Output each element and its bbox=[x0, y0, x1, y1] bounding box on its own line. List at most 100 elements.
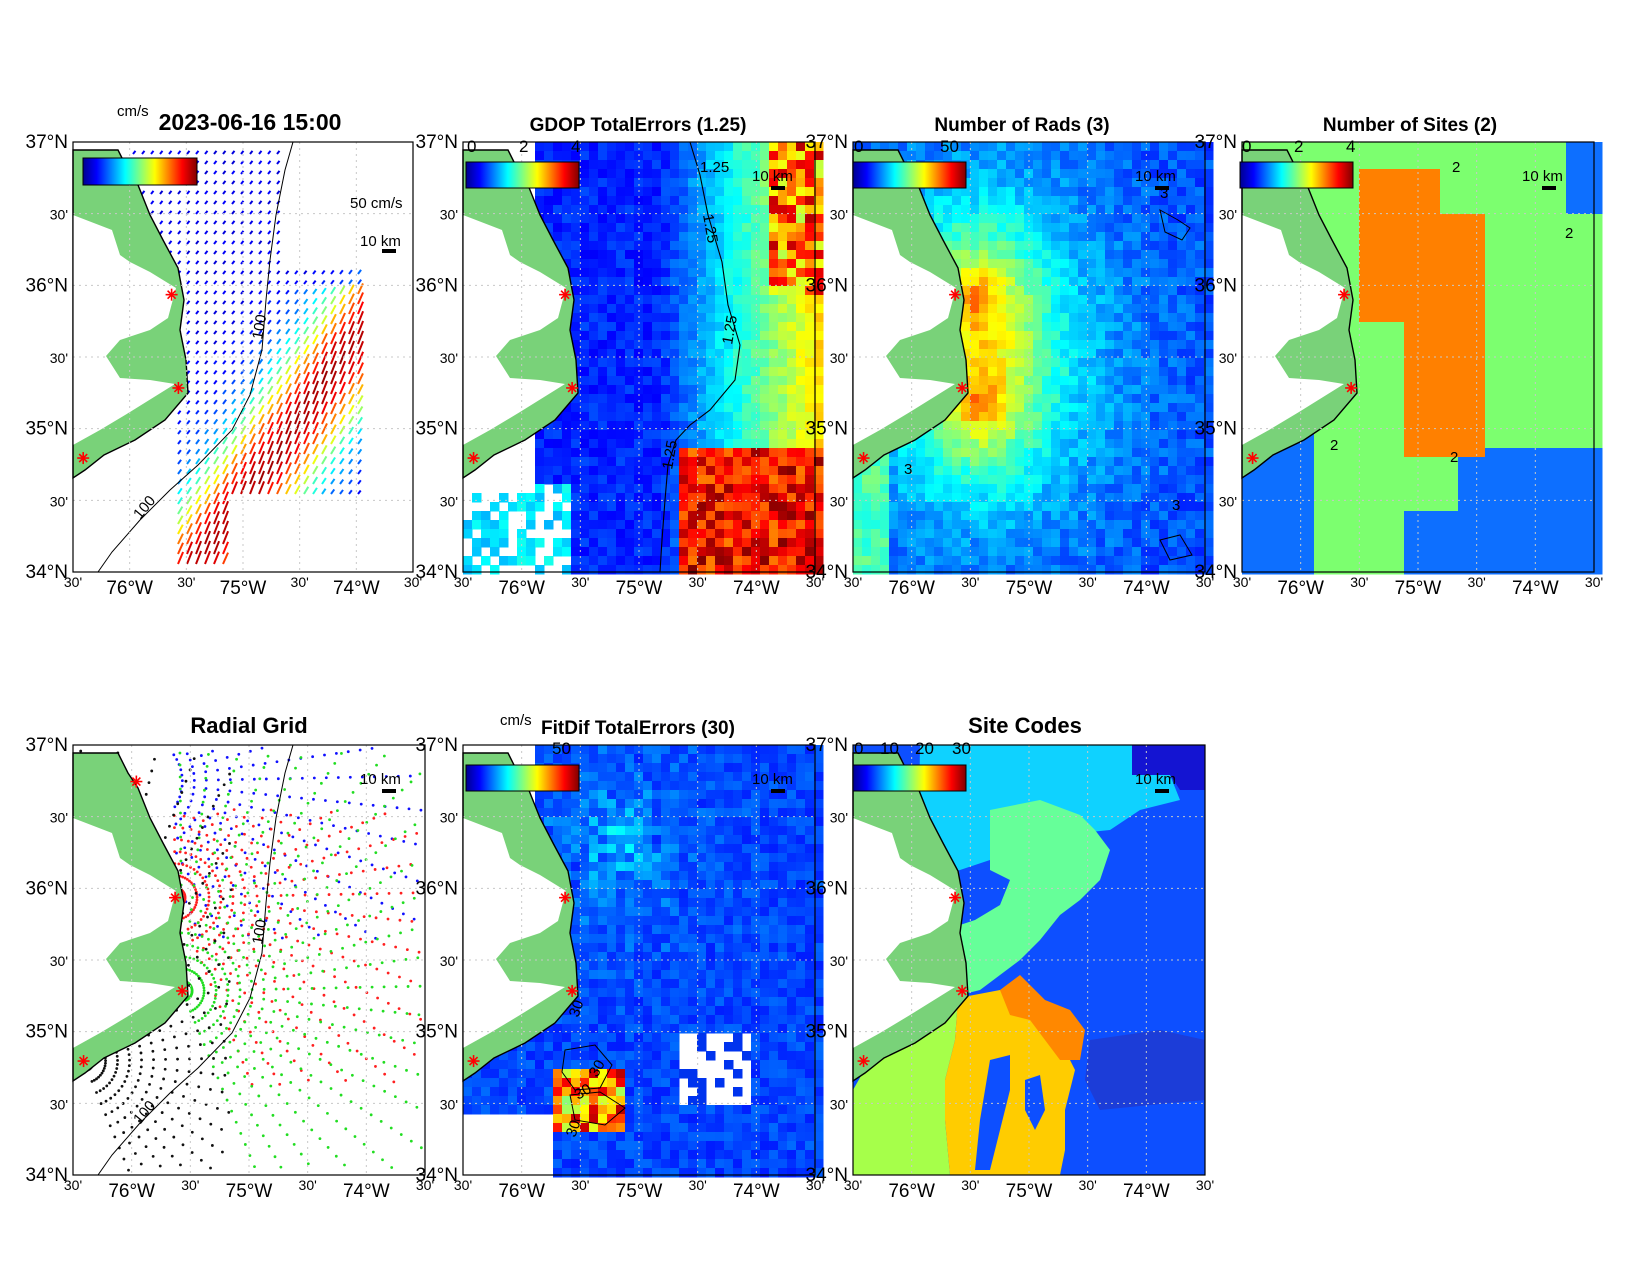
lat-tick-label: 30' bbox=[440, 207, 458, 223]
lat-tick-label: 36°N bbox=[26, 275, 68, 296]
colorbar-tick: 0 bbox=[854, 739, 863, 758]
lat-tick-label: 36°N bbox=[416, 878, 458, 899]
lon-tick-label: 75°W bbox=[616, 578, 663, 599]
colorbar-tick: 30 bbox=[952, 739, 971, 758]
lat-tick-label: 35°N bbox=[1195, 419, 1237, 440]
lat-tick-label: 30' bbox=[440, 810, 458, 826]
error-contour bbox=[569, 1091, 626, 1126]
lat-tick-label: 37°N bbox=[26, 132, 68, 153]
panel-title: FitDif TotalErrors (30) bbox=[541, 718, 735, 739]
lat-tick-label: 30' bbox=[440, 1096, 458, 1112]
lon-tick-label: 30' bbox=[961, 1177, 979, 1193]
panel-title: GDOP TotalErrors (1.25) bbox=[530, 115, 747, 136]
sound-water bbox=[463, 818, 566, 1048]
lat-tick-label: 35°N bbox=[416, 419, 458, 440]
contour-label: 2 bbox=[1330, 437, 1338, 454]
site-marker-icon bbox=[949, 288, 962, 301]
panel-title: Radial Grid bbox=[190, 713, 307, 738]
panel-gdop: 37°N30'36°N30'35°N30'34°N 30' 76°W 30' 75°W… bbox=[416, 115, 825, 599]
lon-tick-label: 30' bbox=[1196, 1177, 1214, 1193]
lon-tick-label: 76°W bbox=[108, 1181, 155, 1202]
colorbar-tick: 10 bbox=[880, 739, 899, 758]
sound-water bbox=[73, 818, 176, 1048]
lat-tick-label: 37°N bbox=[806, 735, 848, 756]
lon-tick-label: 30' bbox=[571, 1177, 589, 1193]
hf-radar-sites bbox=[857, 172, 969, 465]
lon-tick-label: 74°W bbox=[733, 578, 780, 599]
unit-label: cm/s bbox=[117, 103, 149, 120]
count-contour bbox=[1159, 209, 1191, 241]
graticule bbox=[463, 142, 815, 572]
isobath-label: 100 bbox=[249, 313, 270, 341]
colorbar bbox=[1239, 161, 1354, 189]
panel-nsites: 37°N30'36°N30'35°N30'34°N 30' 76°W 30' 75°W… bbox=[1195, 115, 1604, 599]
lat-tick-label: 35°N bbox=[26, 419, 68, 440]
lon-tick-label: 30' bbox=[454, 1177, 472, 1193]
colorbar-tick: 2 bbox=[1294, 137, 1303, 156]
site-marker-icon bbox=[1338, 288, 1351, 301]
isobath-100 bbox=[97, 141, 294, 573]
sound-water bbox=[853, 818, 956, 1048]
lon-tick-label: 75°W bbox=[1006, 578, 1053, 599]
scale-bar bbox=[1542, 186, 1556, 190]
lat-tick-label: 35°N bbox=[806, 1022, 848, 1043]
contour-label: 30 bbox=[572, 1080, 595, 1103]
lat-tick-label: 30' bbox=[50, 207, 68, 223]
panel-nrads: 37°N30'36°N30'35°N30'34°N 30' 76°W 30' 75°W… bbox=[806, 115, 1215, 599]
colorbar-tick: 2 bbox=[519, 137, 528, 156]
lon-tick-label: 75°W bbox=[616, 1181, 663, 1202]
contour-label: 2 bbox=[1452, 159, 1460, 176]
lon-tick-label: 30' bbox=[571, 574, 589, 590]
graticule bbox=[73, 142, 413, 572]
site-marker-icon bbox=[857, 452, 870, 465]
lon-tick-label: 30' bbox=[806, 574, 824, 590]
lat-tick-label: 34°N bbox=[26, 1165, 68, 1186]
colorbar bbox=[465, 764, 580, 792]
contour-label: 1.25 bbox=[699, 213, 721, 245]
lon-tick-labels: 30' 76°W 30' 75°W 30' 74°W 30' bbox=[64, 1177, 434, 1202]
lat-tick-labels: 37°N 30' 36°N 30' 35°N 30' 34°N bbox=[26, 735, 68, 1186]
count-contour bbox=[1159, 534, 1193, 561]
scale-bar-label: 10 km bbox=[1522, 168, 1563, 185]
contour-label: 30 bbox=[566, 998, 588, 1019]
site-marker-icon bbox=[176, 984, 189, 997]
lat-tick-label: 30' bbox=[440, 350, 458, 366]
colorbar-tick: 4 bbox=[571, 137, 580, 156]
lon-tick-label: 30' bbox=[1196, 574, 1214, 590]
lat-tick-label: 30' bbox=[50, 350, 68, 366]
colorbar bbox=[852, 161, 967, 189]
lon-tick-label: 75°W bbox=[1006, 1181, 1053, 1202]
contour-label: 30 bbox=[563, 1118, 585, 1139]
lon-tick-label: 74°W bbox=[1123, 1181, 1170, 1202]
vector-scale-label: 50 cm/s bbox=[350, 195, 403, 212]
graticule bbox=[1242, 142, 1594, 572]
site-marker-icon bbox=[956, 381, 969, 394]
radial-grid-points bbox=[77, 746, 423, 1172]
site-marker-icon bbox=[172, 381, 185, 394]
lon-tick-label: 30' bbox=[1079, 574, 1097, 590]
lat-tick-label: 30' bbox=[1219, 207, 1237, 223]
lat-tick-label: 30' bbox=[50, 810, 68, 826]
site-marker-icon bbox=[169, 891, 182, 904]
colorbar-tick: 50 bbox=[940, 137, 959, 156]
scale-bar-label: 10 km bbox=[1135, 168, 1176, 185]
lon-tick-label: 30' bbox=[181, 1177, 199, 1193]
site-marker-icon bbox=[857, 1055, 870, 1068]
lat-tick-labels: 37°N 30' 36°N 30' 35°N 30' 34°N bbox=[416, 735, 458, 1186]
lon-tick-label: 76°W bbox=[888, 578, 935, 599]
sound-water bbox=[1242, 215, 1345, 445]
lon-tick-label: 76°W bbox=[498, 1181, 545, 1202]
error-contour bbox=[561, 1044, 613, 1091]
lat-tick-label: 30' bbox=[440, 493, 458, 509]
lon-tick-label: 30' bbox=[1233, 574, 1251, 590]
colorbar-tick: 0 bbox=[467, 137, 476, 156]
scale-bar bbox=[1155, 186, 1169, 190]
lon-tick-labels: 30' 76°W 30' 75°W 30' 74°W 30' bbox=[64, 574, 422, 599]
site-marker-icon bbox=[467, 452, 480, 465]
lon-tick-label: 30' bbox=[416, 1177, 434, 1193]
panel-radgrid: 37°N30'36°N30'35°N30'34°N 30' 76°W 30' 75°W… bbox=[26, 713, 435, 1202]
lat-tick-label: 37°N bbox=[416, 735, 458, 756]
panel-sitecodes: 37°N30'36°N30'35°N30'34°N 30' 76°W 30' 75°W… bbox=[806, 713, 1215, 1202]
graticule bbox=[463, 745, 815, 1175]
lon-tick-label: 74°W bbox=[733, 1181, 780, 1202]
